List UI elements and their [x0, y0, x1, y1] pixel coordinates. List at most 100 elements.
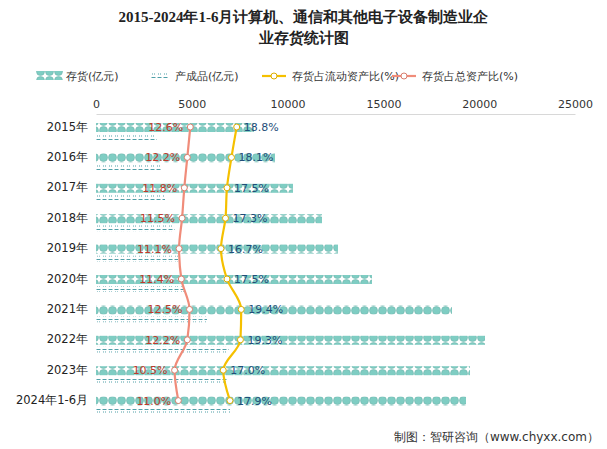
y-axis: 2015年 2016年 2017年 2018年 2019年 2020年 2021年 2022年…: [16, 120, 88, 408]
category-label: 2020年: [47, 272, 88, 286]
tick: 2018年: [47, 211, 88, 225]
legend-label: 存货占总资产比(%): [422, 70, 518, 83]
data-label: 19.4%: [248, 303, 283, 316]
marker: [238, 306, 244, 312]
legend-symbol: [271, 73, 277, 79]
tick-label: 10000: [271, 98, 306, 111]
data-label: 11.8%: [142, 182, 177, 195]
marker: [227, 398, 233, 404]
legend-label: 存货占流动资产比(%): [292, 70, 399, 83]
x-axis: 0 5000 10000 15000 20000 25000: [93, 98, 593, 115]
line: [175, 127, 191, 401]
marker: [187, 124, 193, 130]
tick-label: 15000: [366, 98, 401, 111]
legend-item: 产成品(亿元): [151, 70, 239, 83]
data-label: 17.9%: [237, 395, 272, 408]
legend-symbol: [36, 71, 63, 80]
bar: [96, 134, 157, 140]
category-label: 2021年: [47, 302, 88, 316]
tick-label: 20000: [462, 98, 497, 111]
marker: [237, 337, 243, 343]
data-label: 17.5%: [234, 182, 269, 195]
tick: 2020年: [47, 272, 88, 286]
legend: 存货(亿元) 产成品(亿元) 存货占流动资产比(%) 存货占总资产比(%): [36, 70, 518, 83]
data-label: 16.7%: [228, 243, 263, 256]
tick: 25000: [558, 98, 593, 114]
tick: 2024年1-6月: [16, 393, 88, 407]
data-label: 17.0%: [230, 364, 265, 377]
tick: 20000: [462, 98, 497, 114]
data-label: 10.5%: [133, 364, 168, 377]
bar: [96, 347, 229, 353]
line: [221, 127, 241, 401]
plot-area: [96, 123, 485, 414]
tick: 5000: [178, 98, 206, 114]
marker: [178, 276, 184, 282]
tick: 0: [93, 98, 100, 114]
marker: [220, 367, 226, 373]
tick: 2019年: [47, 241, 88, 255]
title: 2015-2024年1-6月计算机、通信和其他电子设备制造业企业存货统计图: [119, 9, 490, 46]
legend-label: 存货(亿元): [66, 70, 119, 83]
tick: 2022年: [47, 332, 88, 346]
category-label: 2024年1-6月: [16, 393, 88, 407]
marker: [184, 337, 190, 343]
bar: [96, 408, 230, 414]
tick: 15000: [366, 98, 401, 114]
bar: [96, 256, 178, 262]
data-label: 12.2%: [145, 151, 180, 164]
marker: [184, 154, 190, 160]
bar: [96, 164, 162, 170]
tick: 2016年: [47, 150, 88, 164]
data-label: 12.5%: [148, 303, 183, 316]
marker: [187, 306, 193, 312]
data-label: 17.3%: [232, 212, 267, 225]
data-label: 11.0%: [136, 395, 171, 408]
tick-label: 5000: [178, 98, 206, 111]
category-label: 2022年: [47, 332, 88, 346]
data-label: 19.3%: [247, 334, 282, 347]
data-label: 11.4%: [139, 273, 174, 286]
marker: [224, 185, 230, 191]
data-label: 18.1%: [238, 151, 273, 164]
source: 制图：智研咨询（www.chyxx.com）: [394, 430, 599, 444]
legend-item: 存货(亿元): [36, 70, 119, 83]
tick: 10000: [271, 98, 306, 114]
data-label: 17.5%: [234, 273, 269, 286]
bar: [96, 225, 175, 231]
category-label: 2016年: [47, 150, 88, 164]
tick: 2015年: [47, 120, 88, 134]
category-label: 2018年: [47, 211, 88, 225]
legend-symbol: [151, 72, 169, 78]
legend-item: 存货占总资产比(%): [392, 70, 518, 83]
marker: [224, 276, 230, 282]
data-labels: 18.8%18.1%17.5%17.3%16.7%17.5%19.4%19.3%…: [133, 121, 284, 408]
category-label: 2017年: [47, 180, 88, 194]
data-label: 12.6%: [148, 121, 183, 134]
marker: [181, 185, 187, 191]
data-label: 11.1%: [137, 243, 172, 256]
category-label: 2023年: [47, 363, 88, 377]
legend-symbol: [401, 73, 407, 79]
marker: [172, 367, 178, 373]
bar: [96, 286, 185, 292]
data-label: 11.5%: [140, 212, 175, 225]
tick-label: 25000: [558, 98, 593, 111]
tick: 2023年: [47, 363, 88, 377]
chart: 2015-2024年1-6月计算机、通信和其他电子设备制造业企业存货统计图 0 50…: [0, 0, 607, 449]
marker: [175, 398, 181, 404]
bar: [96, 245, 338, 254]
bar: [96, 214, 322, 223]
tick: 2017年: [47, 180, 88, 194]
category-label: 2015年: [47, 120, 88, 134]
legend-label: 产成品(亿元): [175, 70, 239, 83]
marker: [218, 246, 224, 252]
tick-label: 0: [93, 98, 100, 111]
data-label: 12.2%: [145, 334, 180, 347]
category-label: 2019年: [47, 241, 88, 255]
marker: [234, 124, 240, 130]
tick: 2021年: [47, 302, 88, 316]
bar: [96, 377, 228, 383]
marker: [176, 246, 182, 252]
marker: [222, 215, 228, 221]
